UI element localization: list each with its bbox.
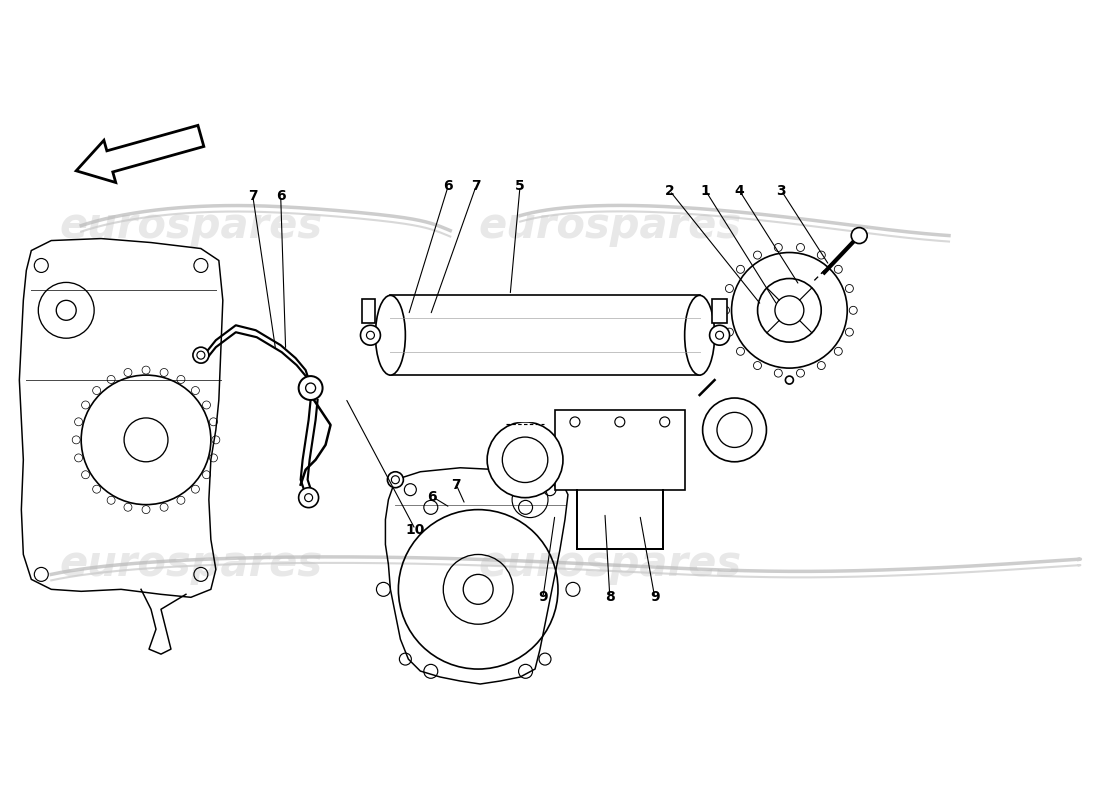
Bar: [363, 299, 375, 323]
Text: 7: 7: [248, 189, 257, 202]
Ellipse shape: [375, 295, 406, 375]
Text: 9: 9: [538, 590, 548, 604]
Polygon shape: [76, 126, 204, 182]
Text: 4: 4: [735, 184, 745, 198]
Ellipse shape: [684, 295, 715, 375]
Text: 3: 3: [777, 184, 786, 198]
Text: eurospares: eurospares: [59, 205, 322, 246]
Text: 8: 8: [605, 590, 615, 604]
Bar: [556, 410, 684, 490]
Circle shape: [851, 228, 867, 243]
Text: 6: 6: [428, 490, 437, 504]
Text: 6: 6: [276, 189, 286, 202]
Text: 10: 10: [406, 522, 425, 537]
Text: eurospares: eurospares: [478, 543, 741, 586]
Circle shape: [298, 376, 322, 400]
Bar: [712, 299, 727, 323]
Bar: [390, 295, 700, 375]
Circle shape: [732, 253, 847, 368]
Text: 2: 2: [664, 184, 674, 198]
Circle shape: [192, 347, 209, 363]
Circle shape: [298, 488, 319, 508]
Text: 9: 9: [650, 590, 660, 604]
Text: 5: 5: [515, 178, 525, 193]
Text: eurospares: eurospares: [59, 543, 322, 586]
Text: 7: 7: [472, 178, 481, 193]
Circle shape: [387, 472, 404, 488]
Circle shape: [785, 376, 793, 384]
Text: 7: 7: [451, 478, 461, 492]
Text: eurospares: eurospares: [478, 205, 741, 246]
Text: 6: 6: [443, 178, 453, 193]
Circle shape: [361, 326, 381, 345]
Circle shape: [710, 326, 729, 345]
Circle shape: [487, 422, 563, 498]
Text: 1: 1: [701, 184, 711, 198]
Circle shape: [703, 398, 767, 462]
